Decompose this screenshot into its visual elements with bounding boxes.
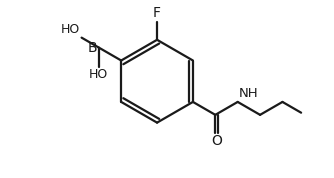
Text: HO: HO	[61, 23, 80, 36]
Text: NH: NH	[239, 87, 259, 100]
Text: B: B	[88, 41, 97, 55]
Text: HO: HO	[89, 68, 109, 81]
Text: O: O	[211, 134, 222, 148]
Text: F: F	[153, 6, 161, 20]
